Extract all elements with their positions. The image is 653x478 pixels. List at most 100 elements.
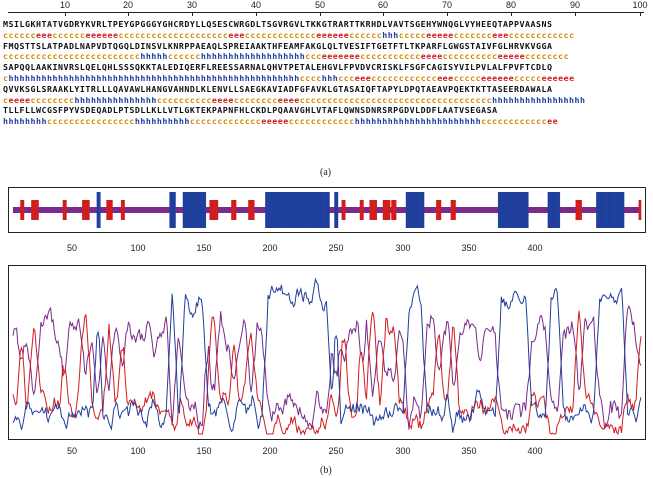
helix-segment bbox=[499, 192, 501, 228]
coil-segment bbox=[73, 207, 76, 213]
coil-segment bbox=[464, 207, 466, 213]
coil-segment bbox=[29, 207, 32, 213]
annotation-run: ccccccccccccccccccccccccccccccccccc bbox=[299, 94, 493, 105]
coil-segment bbox=[367, 207, 369, 213]
coil-segment bbox=[630, 207, 632, 213]
coil-segment bbox=[477, 207, 479, 213]
coil-segment bbox=[353, 207, 356, 213]
coil-segment bbox=[544, 207, 546, 213]
strand-segment bbox=[109, 200, 112, 220]
helix-segment bbox=[527, 192, 529, 228]
annotation-run: c bbox=[3, 72, 9, 83]
strand-segment bbox=[250, 200, 253, 220]
ruler-mark bbox=[383, 12, 384, 16]
helix-segment bbox=[186, 192, 188, 228]
ruler-tick: 10 bbox=[59, 0, 71, 10]
coil-segment bbox=[67, 207, 70, 213]
helix-segment bbox=[199, 192, 202, 228]
coil-segment bbox=[397, 207, 399, 213]
coil-segment bbox=[68, 207, 71, 213]
strand-segment bbox=[639, 200, 642, 220]
coil-segment bbox=[363, 207, 365, 213]
annotation-run: cccccccccc bbox=[442, 51, 498, 62]
coil-segment bbox=[180, 207, 182, 213]
coil-segment bbox=[488, 207, 490, 213]
strand-segment bbox=[120, 200, 123, 220]
helix-segment bbox=[608, 192, 610, 228]
helix-segment bbox=[604, 192, 607, 228]
helix-segment bbox=[187, 192, 190, 228]
helix-segment bbox=[408, 192, 410, 228]
annotation-run: cccccccccccccccccccc bbox=[118, 29, 229, 40]
strand-segment bbox=[385, 200, 387, 220]
coil-segment bbox=[574, 207, 576, 213]
annotation-run: cccccccccccccccc bbox=[46, 116, 135, 127]
annotation-run: hhhhhhhhhh bbox=[134, 116, 190, 127]
strand-segment bbox=[342, 200, 345, 220]
helix-segment bbox=[286, 192, 289, 228]
annotation-run: hhhhhhhhhhhhhhhhhhhhhhhhhhhhhhhhhhhhhhhh… bbox=[8, 72, 300, 83]
coil-segment bbox=[337, 207, 340, 213]
annotation-row: cccccceeecccccceeeeeeccccccccccccccccccc… bbox=[3, 30, 651, 41]
coil-segment bbox=[632, 207, 635, 213]
coil-segment bbox=[152, 207, 154, 213]
helix-segment bbox=[519, 192, 522, 228]
coil-segment bbox=[134, 207, 136, 213]
coil-segment bbox=[129, 207, 131, 213]
coil-segment bbox=[433, 207, 436, 213]
helix-segment bbox=[513, 192, 516, 228]
plot-svg bbox=[12, 277, 642, 436]
strand-segment bbox=[438, 200, 441, 220]
strand-segment bbox=[107, 200, 110, 220]
caption-b: (b) bbox=[320, 465, 332, 476]
coil-segment bbox=[116, 207, 118, 213]
coil-segment bbox=[586, 207, 588, 213]
coil-segment bbox=[624, 207, 626, 213]
coil-segment bbox=[564, 207, 567, 213]
helix-segment bbox=[622, 192, 625, 228]
ruler-tick: 50 bbox=[314, 0, 326, 10]
coil-segment bbox=[76, 207, 78, 213]
helix-segment bbox=[621, 192, 624, 228]
coil-segment bbox=[141, 207, 144, 213]
coil-segment bbox=[368, 207, 370, 213]
strand-segment bbox=[233, 200, 236, 220]
strand-segment bbox=[369, 200, 371, 220]
annotation-run: eeeeee bbox=[541, 72, 575, 83]
coil-segment bbox=[160, 207, 163, 213]
helix-segment bbox=[410, 192, 413, 228]
helix-segment bbox=[552, 192, 555, 228]
coil-segment bbox=[16, 207, 19, 213]
coil-segment bbox=[399, 207, 402, 213]
coil-segment bbox=[537, 207, 540, 213]
annotation-run: hhhhhhhh bbox=[3, 116, 47, 127]
coil-segment bbox=[634, 207, 637, 213]
strand-segment bbox=[248, 200, 250, 220]
strand-segment bbox=[362, 200, 364, 220]
annotation-run: cccccc bbox=[52, 29, 86, 40]
strand-segment bbox=[34, 200, 37, 220]
plot-axis-tick: 100 bbox=[130, 446, 146, 456]
helix-segment bbox=[301, 192, 304, 228]
helix-segment bbox=[558, 192, 561, 228]
strand-segment bbox=[638, 200, 641, 220]
coil-segment bbox=[261, 207, 264, 213]
helix-segment bbox=[613, 192, 615, 228]
helix-segment bbox=[411, 192, 414, 228]
strand-segment bbox=[383, 200, 386, 220]
coil-segment bbox=[222, 207, 225, 213]
coil-segment bbox=[376, 207, 379, 213]
coil-segment bbox=[581, 207, 584, 213]
strand-segment bbox=[209, 200, 211, 220]
strand-segment bbox=[436, 200, 438, 220]
helix-segment bbox=[291, 192, 294, 228]
helix-segment bbox=[268, 192, 271, 228]
annotation-run: cccc bbox=[299, 72, 322, 83]
coil-segment bbox=[165, 207, 168, 213]
coil-segment bbox=[137, 207, 140, 213]
helix-segment bbox=[278, 192, 281, 228]
strand-segment bbox=[439, 200, 442, 220]
strand-segment bbox=[232, 200, 234, 220]
coil-segment bbox=[44, 207, 47, 213]
ruler-mark bbox=[320, 12, 321, 16]
